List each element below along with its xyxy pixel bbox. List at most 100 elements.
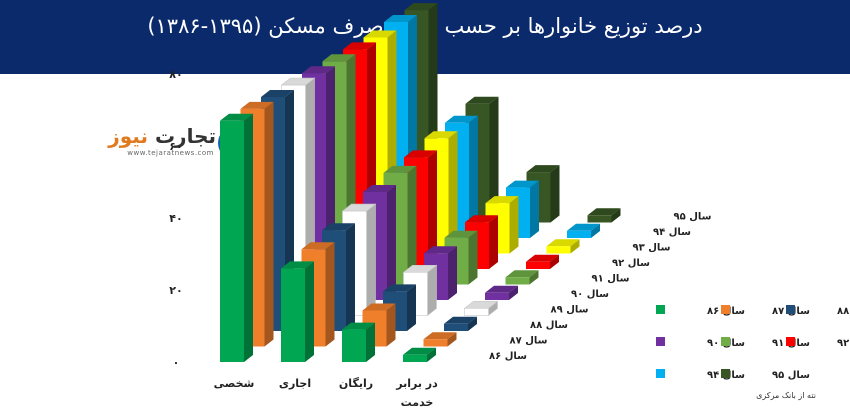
bar-top (506, 180, 539, 188)
bar (567, 223, 600, 238)
legend-label: سال ۹۵ (772, 370, 810, 381)
bar-top (281, 261, 314, 269)
bar-front (546, 246, 571, 254)
series-depth-label: سال ۹۱ (592, 274, 630, 285)
bar-top (444, 316, 477, 324)
chart-bars (220, 3, 621, 362)
bar (444, 316, 477, 331)
y-tick-label: ۰ (173, 356, 180, 369)
y-axis-ticks: ۰ ۲۰ ۴۰ ۶۰ ۸۰ (169, 68, 182, 369)
series-depth-label: سال ۸۹ (551, 305, 589, 316)
bar-front (444, 323, 468, 331)
legend-item: سال ۹۲ (786, 337, 850, 349)
legend-swatch (656, 337, 665, 346)
bar-front (505, 277, 530, 285)
bar-top (404, 3, 438, 11)
bar-top (363, 30, 397, 38)
bar-top (261, 90, 294, 97)
category-label: رایگان (339, 377, 373, 390)
category-labels: شخصی اجاری رایگان در برابر خدمت (214, 377, 438, 409)
bar-front (281, 268, 305, 362)
bar-side (468, 316, 477, 331)
bar-front (342, 329, 366, 362)
bar-side (346, 223, 355, 331)
bar-side (550, 165, 560, 223)
bar-side (427, 347, 436, 362)
bar-side (448, 246, 457, 300)
bar-side (611, 208, 621, 223)
bar-top (424, 246, 457, 254)
series-depth-label: سال ۹۴ (653, 227, 691, 238)
bar-side (447, 332, 457, 347)
bar-top (301, 242, 335, 250)
series-depth-label: سال ۹۵ (674, 212, 712, 223)
bar-side (407, 165, 417, 285)
bar-side (428, 150, 437, 269)
bar-front (220, 120, 244, 362)
bar-front (526, 261, 550, 269)
bar-top (220, 113, 253, 121)
series-depth-label: سال ۹۰ (571, 289, 609, 300)
y-tick-label: ۲۰ (169, 284, 182, 297)
legend-swatch (721, 369, 730, 378)
bar-side (468, 230, 478, 285)
series-depth-label: سال ۸۶ (489, 351, 527, 362)
bar (220, 113, 253, 362)
bar-top (342, 322, 375, 330)
bar-top (383, 165, 417, 173)
legend-swatch (786, 337, 795, 346)
category-label: شخصی (214, 377, 255, 390)
series-depth-label: سال ۸۷ (510, 336, 548, 347)
legend-item: سال ۹۰ (656, 337, 745, 349)
legend-item: سال ۹۴ (656, 369, 745, 381)
logo-text-part1: تجارت (154, 124, 216, 148)
bar-side (305, 261, 314, 362)
bar-front (485, 292, 509, 300)
legend-swatch (656, 369, 665, 378)
bar-top (404, 150, 437, 158)
bar-top (302, 66, 335, 74)
bar-top (322, 54, 356, 62)
y-tick-label: ۸۰ (169, 68, 182, 81)
legend-item: سال ۹۵ (721, 369, 810, 381)
bar-side (529, 270, 539, 285)
bar-top (240, 101, 274, 109)
bar-top (343, 42, 376, 50)
legend-item: سال ۸۶ (656, 305, 745, 317)
bar-top (383, 284, 416, 292)
bar-top (384, 15, 417, 22)
legend-label: سال ۹۲ (837, 338, 850, 349)
bar-top (444, 230, 478, 238)
bar-top (587, 208, 621, 216)
legend-swatch (721, 337, 730, 346)
bar-side (509, 196, 519, 254)
series-depth-label: سال ۸۸ (530, 320, 568, 331)
bar-top (362, 303, 396, 311)
bar-top (485, 196, 519, 204)
bar-side (570, 239, 580, 254)
bar-front (464, 307, 489, 316)
bar-side (448, 131, 458, 254)
legend-swatch (786, 305, 795, 314)
bar-top (526, 254, 559, 262)
bar-top (465, 215, 498, 223)
bar (587, 208, 621, 223)
bar-side (509, 285, 518, 300)
bar-top (546, 239, 580, 247)
bar-top (424, 131, 458, 139)
bar-side (407, 284, 416, 331)
bar-top (567, 223, 600, 231)
series-depth-label: سال ۹۳ (633, 243, 671, 254)
bar (505, 270, 539, 285)
bar-side (591, 223, 600, 238)
bar-front (423, 339, 448, 347)
bar-side (427, 264, 437, 317)
bar-side (386, 303, 396, 347)
bar-side (387, 185, 396, 300)
bar-side (244, 113, 253, 362)
bar (463, 300, 499, 317)
bar-front (587, 215, 612, 223)
y-tick-label: ۶۰ (169, 140, 182, 153)
bar (546, 239, 580, 254)
